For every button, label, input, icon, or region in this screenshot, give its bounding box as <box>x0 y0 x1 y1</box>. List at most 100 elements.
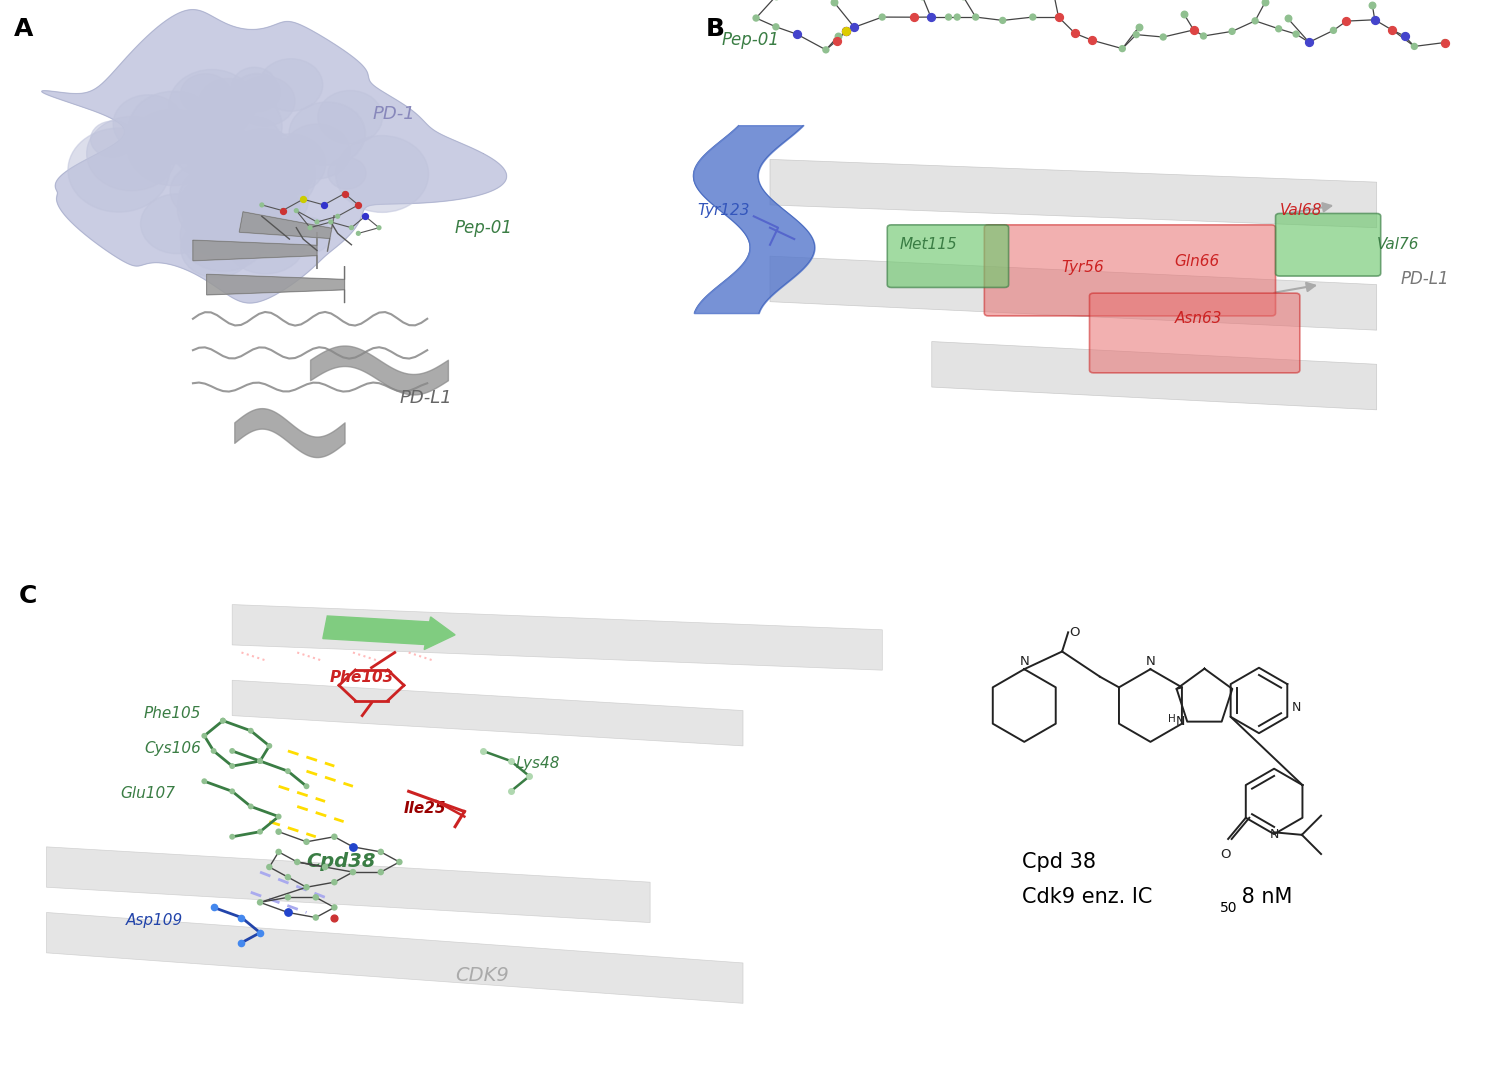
Point <box>369 863 392 881</box>
Point <box>322 909 346 926</box>
Text: Cpd38: Cpd38 <box>307 853 376 871</box>
Point <box>1064 25 1088 42</box>
Point <box>295 879 319 896</box>
Text: Met115: Met115 <box>899 237 957 252</box>
FancyBboxPatch shape <box>984 224 1276 316</box>
FancyBboxPatch shape <box>887 224 1008 288</box>
Point <box>745 10 768 27</box>
Point <box>276 904 300 921</box>
Point <box>354 207 377 224</box>
Text: Cpd 38: Cpd 38 <box>1022 852 1095 872</box>
Point <box>312 197 336 214</box>
Text: N: N <box>1176 715 1185 728</box>
Point <box>824 32 848 49</box>
Point <box>1363 11 1387 28</box>
Circle shape <box>177 175 259 244</box>
Point <box>298 219 322 236</box>
Point <box>764 0 788 4</box>
Text: Phe103: Phe103 <box>330 670 394 685</box>
Point <box>764 18 788 35</box>
Point <box>306 214 330 231</box>
Circle shape <box>141 194 213 253</box>
Point <box>1432 34 1456 52</box>
Point <box>249 924 273 941</box>
Point <box>295 778 319 795</box>
Text: Gln66: Gln66 <box>1174 255 1219 270</box>
Point <box>470 742 494 759</box>
Point <box>517 768 541 785</box>
Point <box>285 854 309 871</box>
Circle shape <box>87 117 177 191</box>
Point <box>963 9 987 26</box>
Point <box>342 838 366 855</box>
Text: A: A <box>13 17 33 41</box>
Text: Val76: Val76 <box>1377 237 1419 252</box>
Point <box>322 873 346 890</box>
Text: N: N <box>1291 701 1300 714</box>
Point <box>333 185 357 202</box>
Point <box>1381 21 1405 39</box>
Point <box>1020 9 1044 26</box>
Point <box>192 772 216 789</box>
Point <box>1297 33 1321 50</box>
Point <box>271 202 295 219</box>
Point <box>1267 20 1291 38</box>
Circle shape <box>181 219 252 278</box>
Point <box>1335 13 1359 30</box>
Point <box>902 9 926 26</box>
Circle shape <box>234 156 268 184</box>
Point <box>258 737 282 754</box>
Text: PD-L1: PD-L1 <box>400 390 452 407</box>
Point <box>267 823 291 840</box>
Point <box>346 224 370 242</box>
Circle shape <box>232 68 276 103</box>
Point <box>304 909 328 926</box>
Text: Glu107: Glu107 <box>121 786 175 801</box>
Point <box>267 808 291 825</box>
Point <box>870 9 894 26</box>
Point <box>911 0 935 5</box>
Point <box>202 742 226 759</box>
Point <box>1191 28 1215 45</box>
Circle shape <box>202 130 244 163</box>
Polygon shape <box>193 232 318 268</box>
Polygon shape <box>232 605 882 670</box>
Point <box>192 727 216 744</box>
Circle shape <box>90 121 133 157</box>
Text: Cdk9 enz. IC: Cdk9 enz. IC <box>1022 887 1152 908</box>
Point <box>990 12 1014 29</box>
Point <box>824 32 848 49</box>
Text: Cys106: Cys106 <box>144 741 201 756</box>
Point <box>276 869 300 886</box>
Point <box>249 894 273 911</box>
Point <box>202 899 226 916</box>
Text: C: C <box>18 584 37 608</box>
Point <box>333 185 357 202</box>
Text: B: B <box>706 17 724 41</box>
Text: 8 nM: 8 nM <box>1234 887 1293 908</box>
Circle shape <box>267 227 304 257</box>
Text: Tyr56: Tyr56 <box>1061 260 1104 275</box>
Point <box>1297 33 1321 50</box>
Point <box>322 828 346 845</box>
Text: N: N <box>1269 828 1279 841</box>
Circle shape <box>252 206 297 243</box>
Text: Pep-01: Pep-01 <box>455 219 512 236</box>
Circle shape <box>336 135 428 213</box>
Point <box>313 858 337 875</box>
Circle shape <box>288 218 331 253</box>
Circle shape <box>171 163 237 218</box>
Circle shape <box>234 74 280 112</box>
Circle shape <box>178 161 276 241</box>
Polygon shape <box>46 913 743 1003</box>
Point <box>918 9 942 26</box>
Point <box>340 219 364 236</box>
Circle shape <box>328 158 366 189</box>
Point <box>1126 18 1150 35</box>
Point <box>271 202 295 219</box>
Circle shape <box>228 117 282 162</box>
Point <box>827 28 851 45</box>
Point <box>346 197 370 214</box>
Point <box>822 0 846 11</box>
Point <box>1254 0 1278 11</box>
